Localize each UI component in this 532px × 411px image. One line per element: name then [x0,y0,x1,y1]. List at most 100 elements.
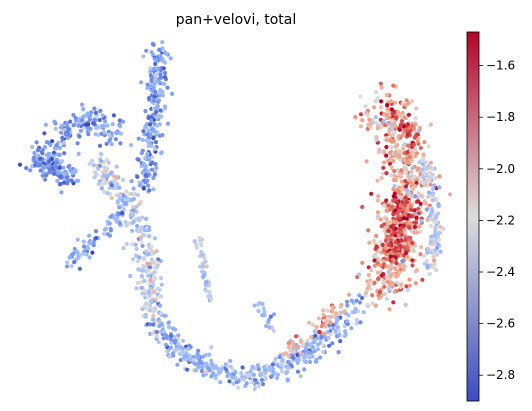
scatter-point [65,178,71,183]
scatter-point [35,153,41,158]
scatter-point [364,159,369,164]
scatter-point [77,266,82,271]
scatter-point [404,284,409,289]
scatter-point [390,111,395,116]
scatter-point [394,260,399,266]
scatter-point [92,106,97,111]
scatter-point [140,291,145,296]
scatter-point [87,161,92,166]
scatter-point [61,140,66,146]
scatter-point [325,330,330,335]
scatter-point [425,265,430,270]
scatter-point [354,321,360,326]
scatter-point [93,132,98,137]
scatter-point [405,159,410,164]
scatter-point [202,256,207,261]
scatter-point [120,211,125,216]
scatter-point [428,122,433,127]
scatter-point [436,204,441,209]
scatter-point [385,275,390,280]
scatter-point [255,384,260,389]
scatter-point [375,216,380,221]
scatter-point [396,134,402,139]
scatter-point [418,252,423,257]
scatter-point [382,149,387,154]
scatter-point [405,254,410,259]
scatter-point [134,286,139,291]
scatter-point [274,376,279,381]
scatter-point [396,247,401,252]
scatter-point [388,254,393,259]
scatter-point [337,311,342,316]
scatter-point [137,201,142,206]
scatter-point [368,278,373,283]
scatter-point [100,113,105,118]
scatter-point [336,328,341,334]
scatter-point [209,361,214,366]
scatter-point [391,212,396,217]
scatter-point [98,178,103,184]
scatter-point [389,232,394,238]
scatter-point [379,277,384,282]
scatter-point [277,354,282,360]
scatter-point [101,123,107,128]
scatter-point [330,304,335,309]
scatter-point [200,261,205,266]
scatter-point [319,335,324,340]
scatter-point [158,53,163,59]
scatter-point [433,225,438,230]
scatter-point [434,197,439,202]
scatter-point [40,151,45,156]
scatter-point [380,242,385,248]
scatter-point [136,157,141,162]
scatter-point [390,204,395,209]
scatter-point [136,229,141,234]
scatter-point [415,139,420,144]
scatter-point [385,103,390,108]
scatter-point [417,160,422,165]
scatter-point [384,264,389,269]
scatter-point [252,303,257,308]
scatter-point [375,178,380,183]
scatter-point [402,202,407,208]
scatter-point [81,239,86,244]
scatter-point [92,117,97,122]
scatter-point [148,299,153,304]
scatter-point [65,264,70,269]
scatter-point [140,148,145,153]
scatter-point [179,350,184,355]
scatter-point [307,350,312,355]
scatter-point [124,241,129,247]
scatter-point [376,150,381,155]
scatter-point [372,105,377,110]
scatter-point [417,126,423,131]
scatter-point [432,183,437,188]
scatter-point [168,56,173,61]
scatter-point [161,59,166,64]
scatter-point [108,228,114,233]
scatter-point [230,367,235,372]
scatter-point [257,301,262,306]
scatter-point [297,357,302,362]
scatter-point [422,140,427,145]
scatter-point [199,243,204,248]
scatter-point [145,178,150,183]
scatter-point [209,297,214,302]
scatter-point [97,117,102,123]
scatter-point [240,365,245,370]
scatter-point [312,338,318,343]
scatter-point [382,111,387,117]
scatter-point [71,112,76,118]
scatter-point [146,273,151,278]
scatter-point [104,141,109,146]
scatter-point [236,379,241,384]
scatter-point [158,93,163,98]
scatter-point [399,179,404,184]
scatter-point [52,119,57,124]
scatter-point [107,221,112,226]
scatter-point [165,349,170,354]
scatter-point [427,190,432,195]
scatter-point [398,172,403,177]
scatter-point [424,207,429,212]
scatter-point [100,182,105,187]
